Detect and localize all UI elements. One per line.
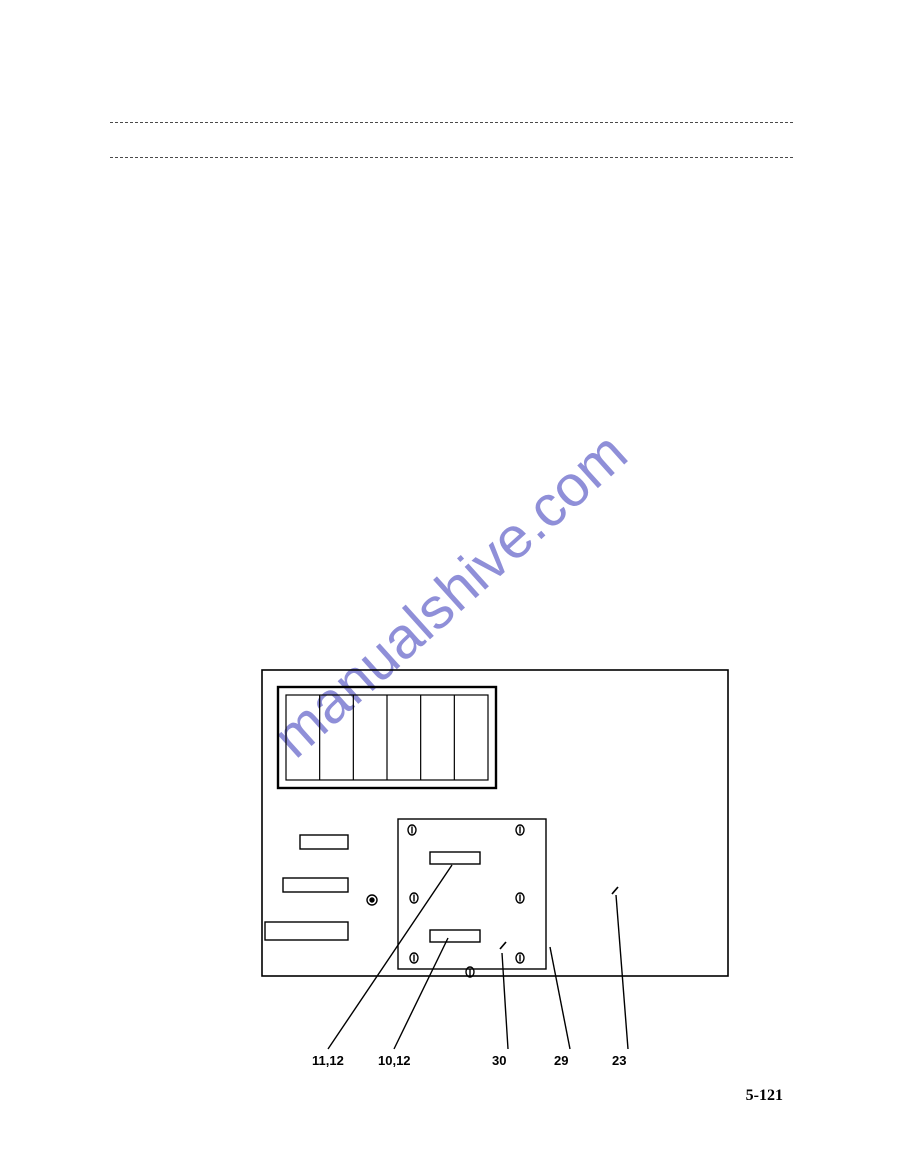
dashed-rule-top-2 bbox=[110, 157, 793, 158]
callout-label: 30 bbox=[492, 1053, 506, 1068]
callout-label: 29 bbox=[554, 1053, 568, 1068]
page-number: 5-121 bbox=[746, 1087, 783, 1105]
technical-diagram bbox=[220, 660, 740, 1070]
callout-label: 10,12 bbox=[378, 1053, 411, 1068]
dashed-rule-top-1 bbox=[110, 122, 793, 123]
callout-label: 11,12 bbox=[312, 1053, 344, 1068]
callout-label: 23 bbox=[612, 1053, 626, 1068]
